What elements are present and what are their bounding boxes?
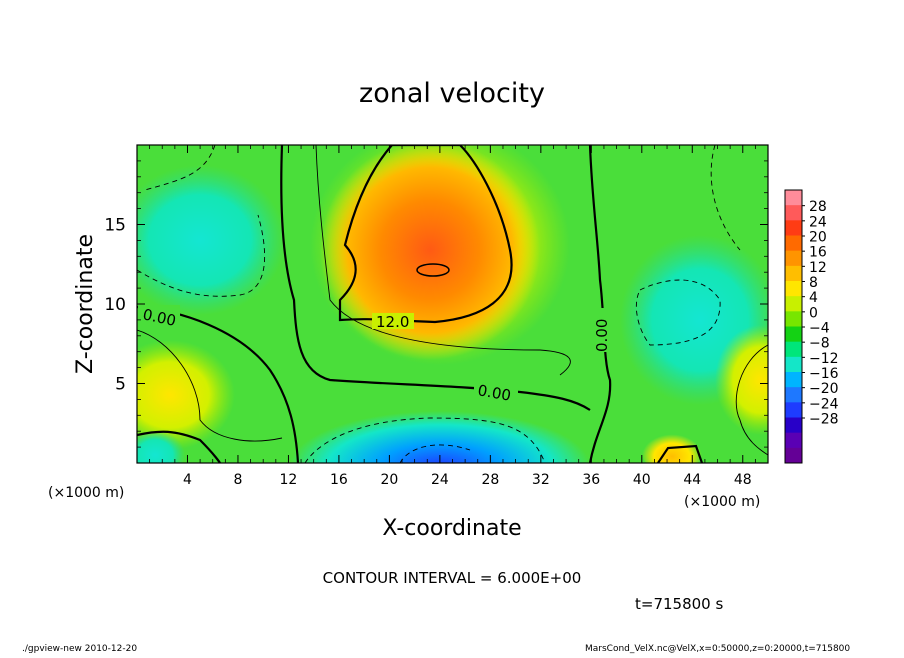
contour-interval: CONTOUR INTERVAL = 6.000E+00 [323,569,582,587]
contour-neg-top-left [144,145,216,191]
feature-high [320,145,540,360]
x-tick-label: 28 [481,472,499,488]
time-label: t=715800 s [635,595,723,613]
chart-title: zonal velocity [359,78,545,109]
colorbar-swatch [785,190,802,206]
y-tick-label: 15 [104,216,126,236]
contour-bottom-right [657,444,704,463]
x-tick-label: 48 [734,472,752,488]
contour-neg-right [636,279,721,346]
y-axis-title: Z-coordinate [73,234,98,374]
contour-neg-bottom [304,417,546,463]
colorbar-swatch [785,311,802,327]
colorbar-label: 12 [809,260,827,276]
x-tick-label: 40 [633,472,651,488]
colorbar-swatch [785,265,802,282]
colorbar-label: 24 [809,214,827,230]
colorbar-label: −4 [809,321,830,337]
contour-six-center [315,145,571,376]
y-axis-ticks: 5 10 15 [104,160,768,448]
colorbar-swatch [785,387,802,403]
feature-cyan-left [137,165,285,315]
colorbar-swatch [785,235,802,252]
colorbar-swatch [785,341,802,358]
colorbar-swatch [785,326,802,343]
contour-twelve [338,145,513,324]
x-tick-label: 12 [280,472,298,488]
colorbar-swatch [785,447,802,464]
footer-left: ./gpview-new 2010-12-20 [22,644,137,654]
contour-label-3: 0.00 [593,319,611,352]
feature-low [290,400,590,463]
x-tick-label: 32 [532,472,550,488]
colorbar-swatch [785,205,802,221]
x-unit-label: (×1000 m) [684,494,760,510]
plot-area: 0.00 12.0 0.00 0.00 [137,145,768,463]
colorbar-label: −24 [809,396,839,412]
x-tick-label: 44 [683,472,701,488]
colorbar-label: 20 [809,230,827,246]
colorbar-swatch [785,250,802,267]
contour-label-2: 0.00 [476,381,512,405]
feature-cyan-corner [137,430,185,463]
x-axis-title: X-coordinate [382,516,521,541]
contour-eighteen [416,263,450,277]
colorbar-label: −28 [809,412,839,428]
colorbar-swatch [785,402,802,418]
colorbar-label: −20 [809,381,839,397]
x-tick-label: 24 [431,472,449,488]
colorbar-label: 4 [809,290,818,306]
contour-neg-bottom-inner [399,444,471,463]
contour-lines [137,145,768,463]
contour-bottom-left [137,430,221,463]
feature-yellow-right [715,325,768,435]
y-tick-label: 10 [104,295,126,315]
feature-small-yellow [642,430,702,463]
colorbar-swatch [785,220,802,236]
y-tick-label: 5 [115,375,126,395]
colorbar-swatch [785,372,802,388]
x-tick-label: 4 [183,472,192,488]
colorbar-label: 16 [809,245,827,261]
contour-neg-top-right [710,145,741,251]
contour-label-1: 12.0 [376,313,409,331]
colorbar-swatch [785,432,802,449]
y-unit-label: (×1000 m) [48,485,124,501]
colorbar-swatch [785,281,802,297]
contour-six-right [735,344,768,456]
colorbar-label: 28 [809,199,827,215]
colorbar-swatch [785,296,802,312]
footer-right: MarsCond_VelX.nc@VelX,x=0:50000,z=0:2000… [585,644,850,654]
colorbar-label: 8 [809,275,818,291]
contour-six-left [137,329,283,442]
colorbar-swatch [785,417,802,434]
colorbar-label: −16 [809,366,839,382]
colorbar-label: 0 [809,305,818,321]
x-tick-label: 16 [330,472,348,488]
colorbar-label: −8 [809,336,830,352]
x-axis-ticks: 4 8 12 16 20 24 28 32 36 40 44 48 [149,145,756,488]
feature-yellow-left [137,340,235,450]
colorbar-label: −12 [809,351,839,367]
contour-neg-left [137,214,266,297]
colorbar-swatch [785,356,802,373]
x-tick-label: 36 [582,472,600,488]
contour-zero-center [280,145,591,411]
x-tick-label: 20 [380,472,398,488]
x-tick-label: 8 [233,472,242,488]
